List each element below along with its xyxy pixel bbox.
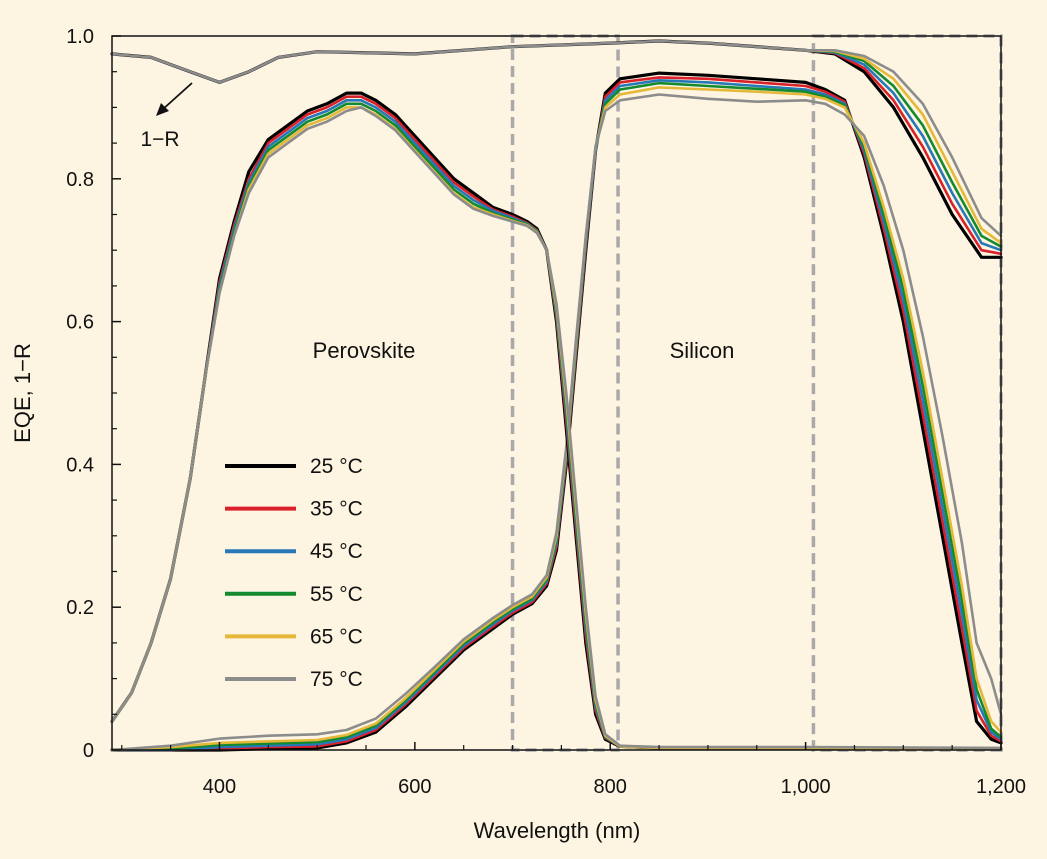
legend-label-5: 65 °C [310,625,363,648]
y-tick-label: 0.6 [66,312,94,334]
x-tick-label: 600 [398,776,431,798]
annotation-arrowhead [156,103,169,116]
annotation-label: 1−R [140,128,179,151]
y-tick-label: 0 [83,740,94,762]
legend-label-6: 75 °C [310,668,363,691]
y-tick-label: 0.4 [66,454,94,476]
y-tick-label: 0.2 [66,597,94,619]
x-tick-label: 1,200 [976,776,1026,798]
legend-label-4: 55 °C [310,583,363,606]
x-tick-label: 1,000 [781,776,831,798]
one-minus-r-annotation: 1−R [140,82,193,151]
legend-label-3: 45 °C [310,540,363,563]
legend-label-1: 25 °C [310,455,363,478]
series-line-perovskite-6 [110,106,1003,750]
x-axis-title: Wavelength (nm) [474,818,641,843]
y-axis-title: EQE, 1−R [10,343,35,443]
y-tick-label: 1.0 [66,26,94,48]
axes: 400 600 800 1,000 1,200 0 0.2 0.4 0.6 0.8 1.0 [66,26,1026,798]
x-tick-label: 400 [203,776,236,798]
series-line-silicon-6 [110,93,1003,752]
series-line-one-minus-r-6 [110,39,1003,238]
x-tick-label: 800 [594,776,627,798]
region-label-perovskite: Perovskite [313,338,416,363]
annotation-arrow-line [161,82,193,111]
legend: 25 °C 35 °C 45 °C 55 °C 65 °C 75 °C [225,455,363,691]
region-label-silicon: Silicon [670,338,735,363]
y-tick-label: 0.8 [66,169,94,191]
legend-label-2: 35 °C [310,498,363,521]
plot-lines [110,39,1003,752]
